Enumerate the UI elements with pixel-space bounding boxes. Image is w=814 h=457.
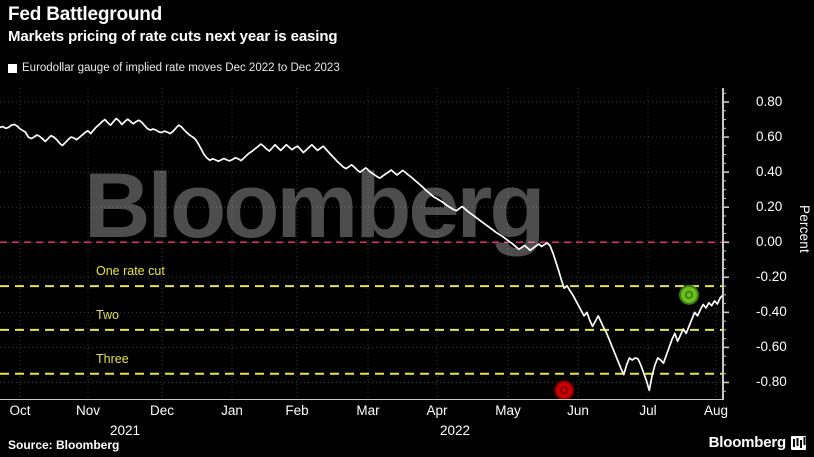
x-tick-label: Jan (221, 403, 243, 418)
legend-label: Eurodollar gauge of implied rate moves D… (22, 62, 340, 74)
x-tick-label: Jul (639, 403, 657, 418)
y-tick-label: -0.20 (756, 269, 787, 285)
plot-area (0, 88, 748, 400)
last-point-marker-inner (684, 290, 693, 299)
y-tick-label: 0.00 (756, 234, 783, 250)
low-point-marker-inner (560, 386, 569, 395)
y-tick-label: 0.40 (756, 164, 783, 180)
source-note: Source: Bloomberg (8, 438, 120, 452)
x-tick-label: Jun (567, 403, 589, 418)
x-axis-year-label: 2022 (439, 423, 471, 438)
bloomberg-brand: Bloomberg (709, 434, 806, 451)
brand-text: Bloomberg (708, 434, 787, 451)
y-tick-label: 0.80 (756, 94, 783, 110)
y-tick-label: -0.80 (756, 374, 787, 390)
y-axis-title: Percent (797, 205, 812, 253)
y-tick-label: -0.60 (756, 339, 787, 355)
page-subtitle: Markets pricing of rate cuts next year i… (8, 28, 338, 45)
y-tick-label: -0.40 (756, 304, 787, 320)
legend-swatch-icon (8, 63, 17, 73)
x-tick-label: May (495, 403, 521, 418)
chart-legend: Eurodollar gauge of implied rate moves D… (8, 62, 340, 74)
x-tick-label: Mar (356, 403, 380, 418)
x-tick-label: Aug (703, 403, 729, 418)
header: Fed Battleground Markets pricing of rate… (8, 4, 808, 46)
x-tick-label: Oct (9, 403, 31, 418)
chart-svg (0, 88, 729, 400)
x-tick-label: Dec (149, 403, 175, 418)
y-tick-label: 0.60 (756, 129, 783, 145)
bloomberg-logo-icon (791, 435, 806, 450)
data-series-line (0, 117, 724, 392)
x-tick-label: Nov (75, 403, 101, 418)
low-point-marker (554, 380, 575, 400)
reference-line-label: Two (96, 307, 119, 322)
last-point-marker (678, 284, 699, 305)
x-tick-label: Apr (426, 403, 448, 418)
reference-line-label: One rate cut (96, 264, 165, 279)
y-tick-label: 0.20 (756, 199, 783, 215)
reference-line-label: Three (96, 351, 129, 366)
page-title: Fed Battleground (8, 4, 163, 25)
x-tick-label: Feb (285, 403, 309, 418)
x-axis-year-label: 2021 (109, 423, 141, 438)
